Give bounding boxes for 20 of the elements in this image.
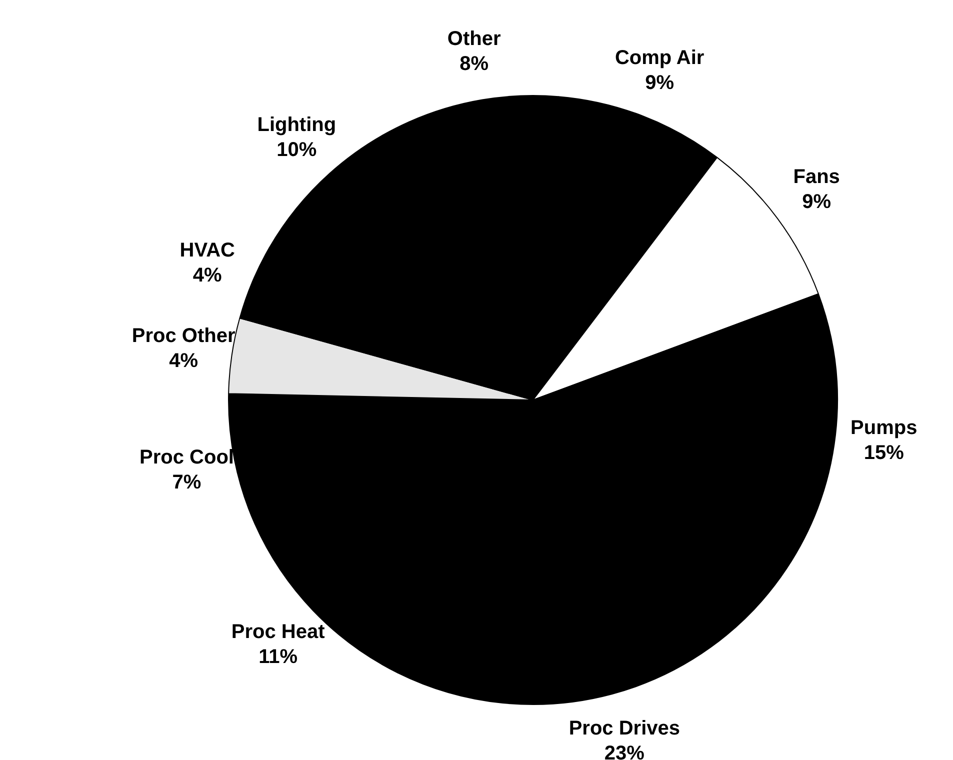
data-label: 10% bbox=[276, 139, 317, 162]
data-label: 7% bbox=[172, 471, 202, 494]
data-label: 4% bbox=[169, 350, 198, 372]
slice-label: Pumps bbox=[850, 417, 918, 440]
data-label: 9% bbox=[645, 72, 674, 94]
slice-label: Other bbox=[447, 28, 501, 50]
slice-label: Proc Drives bbox=[568, 718, 680, 740]
data-label: 9% bbox=[802, 190, 832, 213]
data-label: 8% bbox=[460, 53, 489, 76]
slice-label: HVAC bbox=[180, 240, 235, 262]
data-label: 4% bbox=[192, 264, 222, 287]
data-label: 11% bbox=[258, 646, 298, 668]
data-label: 23% bbox=[604, 742, 645, 760]
slice-label: Proc Other bbox=[132, 324, 236, 347]
slice-label: Lighting bbox=[257, 114, 336, 136]
slice-label: Proc Heat bbox=[231, 620, 326, 643]
data-label: 15% bbox=[864, 442, 904, 464]
slice-label: Fans bbox=[793, 166, 840, 188]
slice-label: Comp Air bbox=[614, 46, 704, 69]
slice-label: Proc Cool bbox=[140, 446, 234, 468]
